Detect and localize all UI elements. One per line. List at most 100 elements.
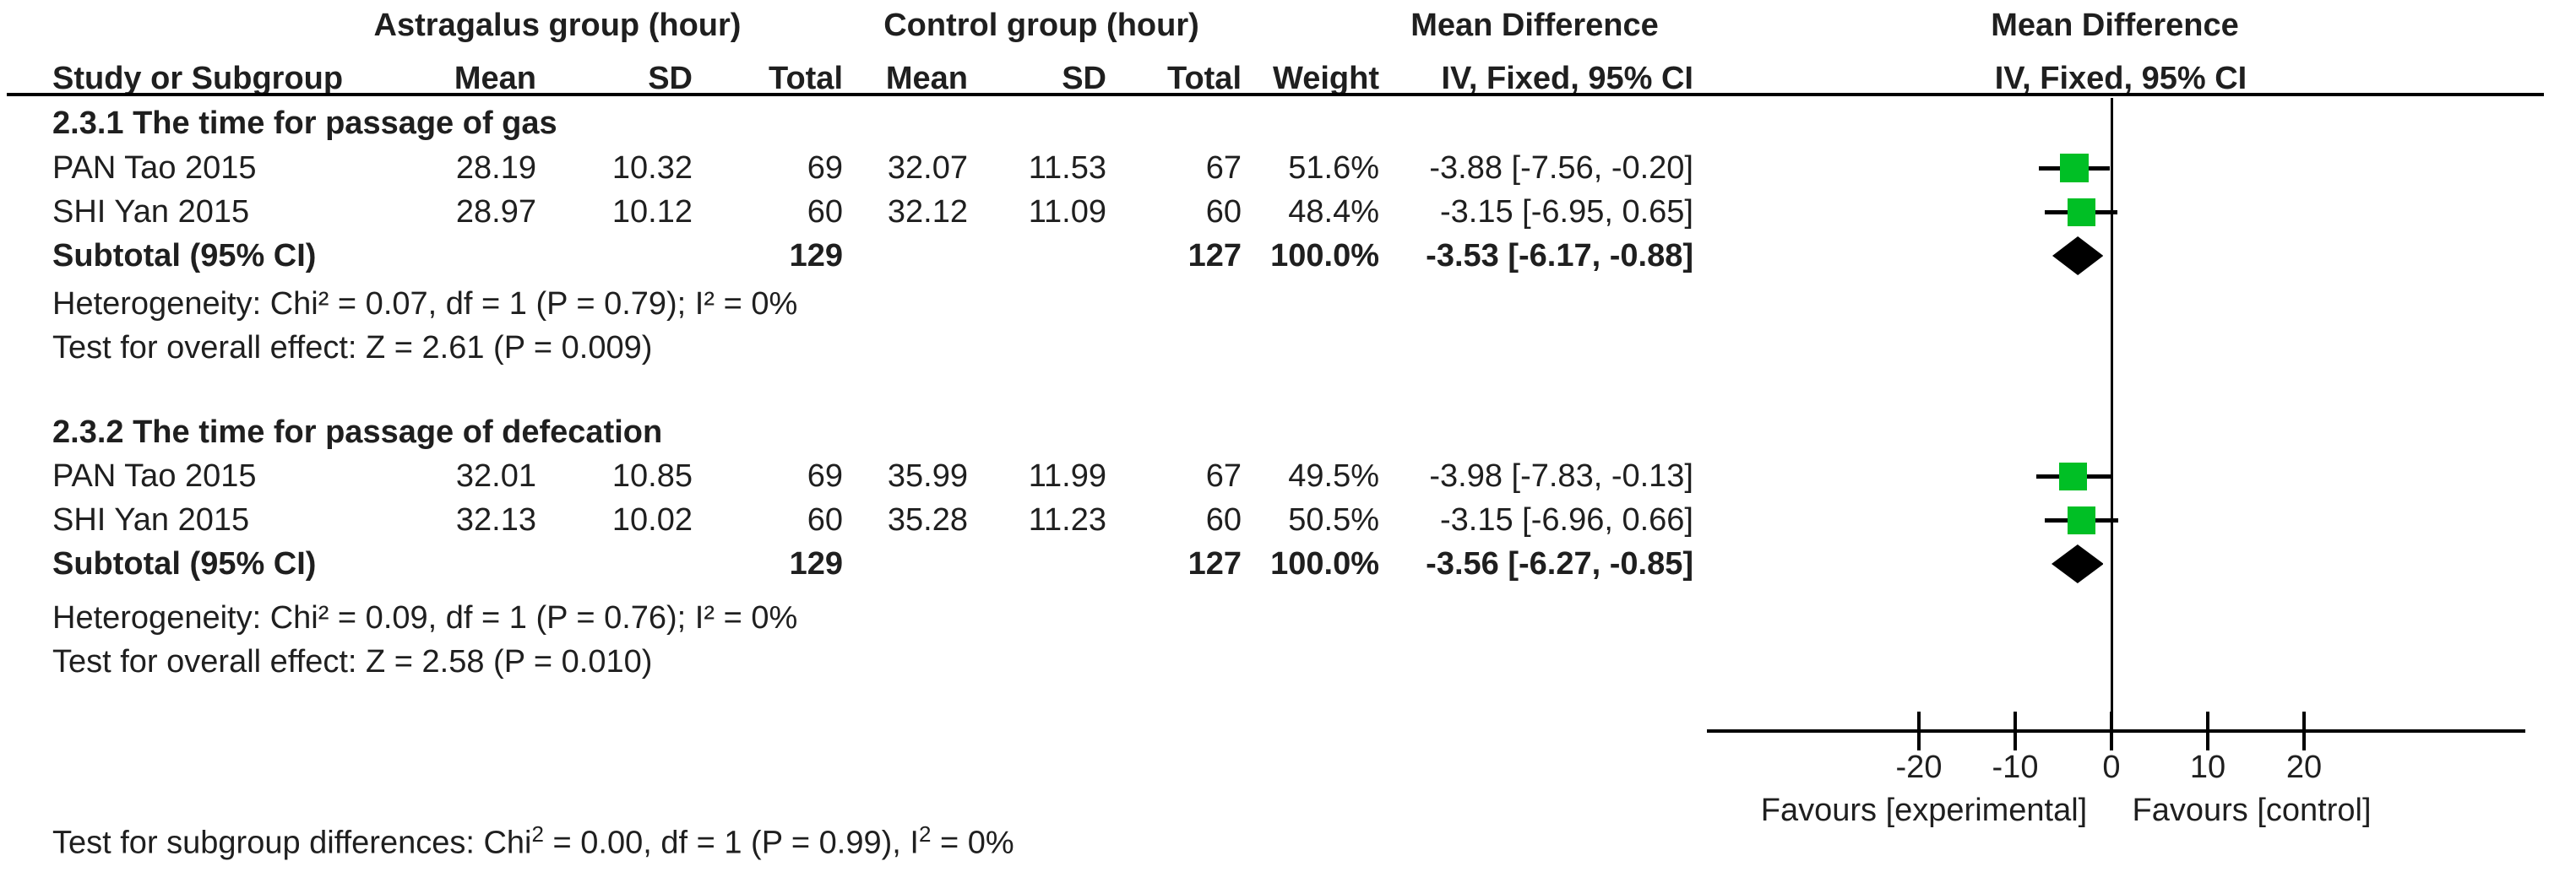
- mean-experimental: 28.19: [455, 150, 536, 186]
- subtotal-diamond: [2052, 236, 2103, 275]
- weight-value: 49.5%: [1288, 458, 1379, 494]
- x-axis-line: [1707, 729, 2526, 733]
- heterogeneity-row: Heterogeneity: Chi² = 0.07, df = 1 (P = …: [0, 282, 2576, 326]
- study-row: SHI Yan 2015 32.13 10.02 60 35.28 11.23 60 50.5…: [0, 498, 2576, 542]
- axis-tick: [2206, 712, 2209, 750]
- group-header-row: Astragalus group (hour) Control group (h…: [0, 3, 2576, 47]
- subgroup-difference-test: Test for subgroup differences: Chi2 = 0.…: [52, 812, 1014, 861]
- col-sd-experimental: SD: [648, 61, 693, 96]
- col-mean-experimental: Mean: [454, 61, 536, 96]
- total-experimental: 69: [807, 150, 843, 186]
- heterogeneity-text: Heterogeneity: Chi² = 0.07, df = 1 (P = …: [52, 286, 798, 322]
- mean-control: 35.28: [887, 502, 968, 538]
- mean-control: 32.12: [887, 194, 968, 230]
- control-group-header: Control group (hour): [883, 8, 1199, 43]
- study-row: PAN Tao 2015 28.19 10.32 69 32.07 11.53 67 51.6…: [0, 146, 2576, 190]
- mean-experimental: 28.97: [455, 194, 536, 230]
- md-ci-text: -3.98 [-7.83, -0.13]: [1429, 458, 1693, 494]
- overall-effect-row: Test for overall effect: Z = 2.58 (P = 0…: [0, 640, 2576, 684]
- mean-difference-header-right: Mean Difference: [1991, 8, 2239, 43]
- sd-experimental: 10.32: [611, 150, 693, 186]
- weight-value: 51.6%: [1288, 150, 1379, 186]
- total-control: 67: [1205, 150, 1242, 186]
- zero-effect-line: [2110, 98, 2113, 733]
- sd-control: 11.23: [1028, 502, 1106, 538]
- footer-sup: 2: [531, 821, 544, 847]
- axis-tick: [2302, 712, 2306, 750]
- subtotal-label: Subtotal (95% CI): [52, 238, 317, 274]
- footer-text: = 0.00, df = 1 (P = 0.99), I: [543, 825, 919, 861]
- axis-tick-label: -20: [1895, 750, 1943, 785]
- axis-tick-label: -10: [1992, 750, 2039, 785]
- mean-experimental: 32.01: [455, 458, 536, 494]
- column-header-row: Study or Subgroup Mean SD Total Mean SD …: [0, 57, 2576, 100]
- mean-control: 32.07: [887, 150, 968, 186]
- subtotal-total-experimental: 129: [789, 546, 843, 582]
- study-point-square: [2067, 506, 2095, 534]
- subgroup-title: 2.3.1 The time for passage of gas: [52, 106, 557, 141]
- study-label: PAN Tao 2015: [52, 150, 257, 186]
- md-ci-text: -3.88 [-7.56, -0.20]: [1429, 150, 1693, 186]
- col-study-or-subgroup: Study or Subgroup: [52, 61, 344, 96]
- total-experimental: 69: [807, 458, 843, 494]
- favours-experimental-label: Favours [experimental]: [1760, 793, 2088, 828]
- total-experimental: 60: [807, 502, 843, 538]
- mean-control: 35.99: [887, 458, 968, 494]
- heterogeneity-text: Heterogeneity: Chi² = 0.09, df = 1 (P = …: [52, 600, 798, 636]
- subgroup-title: 2.3.2 The time for passage of defecation: [52, 414, 663, 450]
- col-total-control: Total: [1167, 61, 1242, 96]
- total-control: 60: [1205, 502, 1242, 538]
- axis-tick: [2110, 712, 2113, 750]
- sd-experimental: 10.02: [611, 502, 693, 538]
- study-point-square: [2059, 154, 2089, 182]
- sd-control: 11.53: [1028, 150, 1106, 186]
- axis-tick-label: 10: [2189, 750, 2226, 785]
- overall-effect-text: Test for overall effect: Z = 2.58 (P = 0…: [52, 644, 653, 680]
- subtotal-total-experimental: 129: [789, 238, 843, 274]
- study-row: PAN Tao 2015 32.01 10.85 69 35.99 11.99 67 49.5…: [0, 454, 2576, 498]
- subtotal-diamond: [2051, 544, 2104, 583]
- footer-text: = 0%: [931, 825, 1014, 861]
- col-weight: Weight: [1273, 61, 1379, 96]
- subtotal-label: Subtotal (95% CI): [52, 546, 317, 582]
- subtotal-row: Subtotal (95% CI) 129 127 100.0% -3.56 [-6.2…: [0, 542, 2576, 586]
- study-point-square: [2067, 198, 2095, 226]
- subtotal-row: Subtotal (95% CI) 129 127 100.0% -3.53 [-6.1…: [0, 234, 2576, 278]
- weight-value: 50.5%: [1288, 502, 1379, 538]
- axis-tick: [2014, 712, 2017, 750]
- study-row: SHI Yan 2015 28.97 10.12 60 32.12 11.09 60 48.4…: [0, 190, 2576, 234]
- md-ci-text: -3.15 [-6.96, 0.66]: [1440, 502, 1693, 538]
- total-experimental: 60: [807, 194, 843, 230]
- sd-control: 11.99: [1028, 458, 1106, 494]
- overall-effect-row: Test for overall effect: Z = 2.61 (P = 0…: [0, 326, 2576, 370]
- overall-effect-text: Test for overall effect: Z = 2.61 (P = 0…: [52, 330, 653, 366]
- sd-control: 11.09: [1028, 194, 1106, 230]
- weight-value: 48.4%: [1288, 194, 1379, 230]
- axis-tick: [1917, 712, 1921, 750]
- mean-difference-header-left: Mean Difference: [1410, 8, 1659, 43]
- col-mean-control: Mean: [885, 61, 968, 96]
- col-ci-right: IV, Fixed, 95% CI: [1994, 61, 2247, 96]
- heterogeneity-row: Heterogeneity: Chi² = 0.09, df = 1 (P = …: [0, 596, 2576, 640]
- experimental-group-header: Astragalus group (hour): [373, 8, 742, 43]
- study-label: SHI Yan 2015: [52, 502, 250, 538]
- header-rule: [7, 93, 2544, 96]
- subgroup-title-row: 2.3.2 The time for passage of defecation: [0, 410, 2576, 454]
- total-control: 60: [1205, 194, 1242, 230]
- sd-experimental: 10.12: [611, 194, 693, 230]
- footer-text: Test for subgroup differences: Chi: [52, 825, 532, 861]
- subtotal-weight: 100.0%: [1270, 238, 1379, 274]
- subtotal-total-control: 127: [1187, 546, 1242, 582]
- subtotal-md-ci-text: -3.56 [-6.27, -0.85]: [1426, 546, 1693, 582]
- study-point-square: [2059, 462, 2088, 490]
- md-ci-text: -3.15 [-6.95, 0.65]: [1440, 194, 1693, 230]
- subtotal-total-control: 127: [1187, 238, 1242, 274]
- col-sd-control: SD: [1062, 61, 1106, 96]
- sd-experimental: 10.85: [611, 458, 693, 494]
- total-control: 67: [1205, 458, 1242, 494]
- subtotal-md-ci-text: -3.53 [-6.17, -0.88]: [1426, 238, 1693, 274]
- axis-tick-label: 20: [2285, 750, 2323, 785]
- col-total-experimental: Total: [769, 61, 843, 96]
- footer-sup: 2: [918, 821, 932, 847]
